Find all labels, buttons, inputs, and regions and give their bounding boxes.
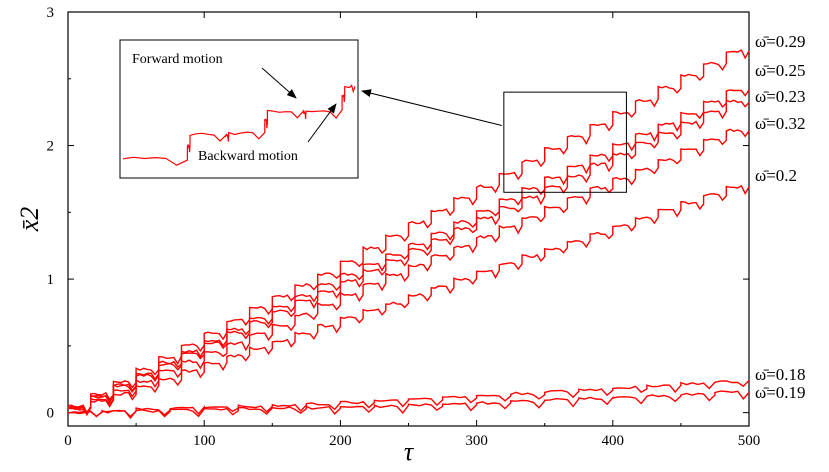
- series-label: ω̄=0.25: [755, 61, 806, 80]
- series-layer: [67, 49, 750, 420]
- series-label: ω̄=0.19: [755, 383, 806, 402]
- series-label: ω̄=0.32: [755, 114, 806, 133]
- x-tick-label: 500: [738, 433, 761, 449]
- x-axis-label: τ: [404, 437, 415, 466]
- x-tick-label: 0: [64, 433, 72, 449]
- inset-line: [122, 84, 356, 166]
- plot-area: [67, 11, 750, 427]
- y-tick-label: 3: [47, 5, 55, 21]
- series-label: ω̄=0.18: [755, 365, 806, 384]
- inset-frame: [119, 39, 359, 179]
- series-line: [67, 128, 750, 417]
- series-line: [67, 390, 750, 420]
- inset: [119, 39, 627, 193]
- series-label: ω̄=0.2: [755, 166, 797, 185]
- y-axis-label: x̄2: [15, 207, 44, 233]
- annotation-forward: Forward motion: [132, 52, 223, 67]
- backward-arrow: [307, 103, 337, 143]
- series-line: [67, 380, 750, 418]
- series-label: ω̄=0.29: [755, 32, 806, 51]
- series-label: ω̄=0.23: [755, 87, 806, 106]
- y-tick-label: 0: [47, 406, 55, 422]
- x-tick-label: 200: [329, 433, 352, 449]
- series-line: [67, 99, 750, 416]
- x-tick-label: 300: [465, 433, 488, 449]
- x-tick-label: 100: [193, 433, 216, 449]
- annotation-backward: Backward motion: [198, 149, 298, 164]
- series-line: [67, 184, 750, 414]
- series-line: [67, 49, 750, 415]
- forward-arrow: [261, 67, 297, 99]
- labels-layer: 0 100 200 300 400 500 0 1 2 3 τ x̄2 ω̄=0.29 ω̄=0.25 ω̄…: [15, 5, 806, 466]
- zoom-box: [503, 91, 627, 193]
- zoom-arrow: [361, 89, 502, 127]
- y-tick-label: 2: [47, 139, 55, 155]
- y-tick-label: 1: [47, 272, 55, 288]
- x-tick-label: 400: [602, 433, 625, 449]
